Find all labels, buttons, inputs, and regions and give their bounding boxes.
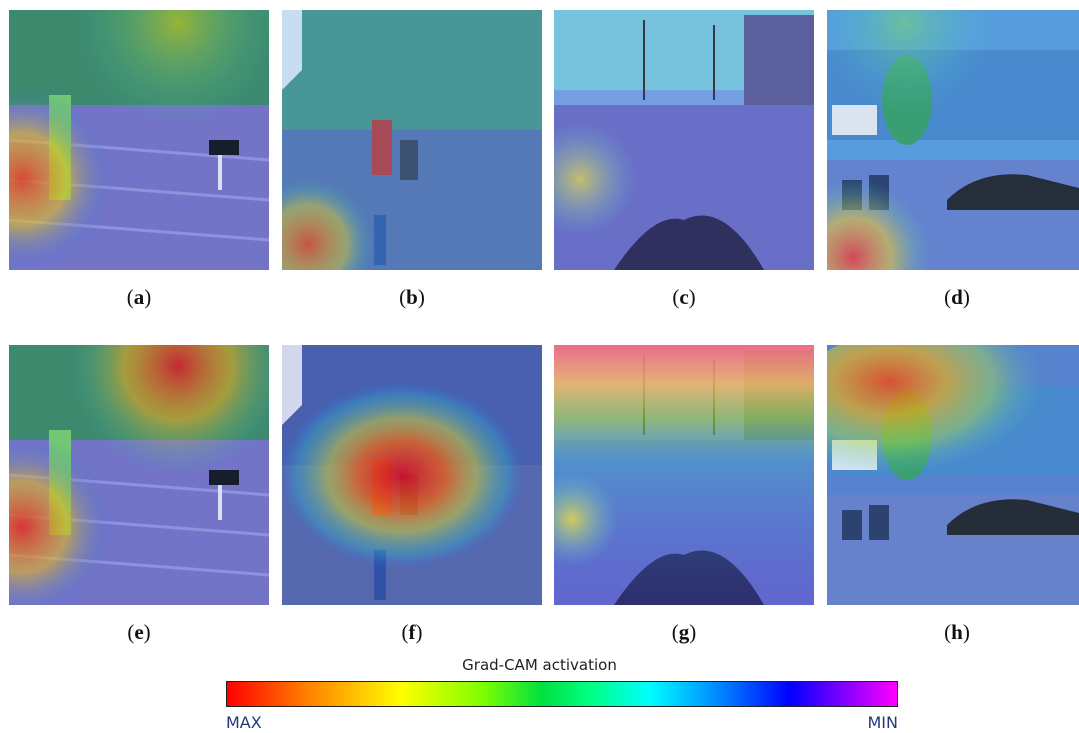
caption-f: (f) [401, 620, 423, 644]
panel-h [827, 345, 1079, 605]
panel-b [282, 10, 542, 270]
colorbar-title: Grad-CAM activation [462, 656, 617, 674]
colorbar-max-label: MAX [226, 713, 262, 732]
colorbar-min-label: MIN [867, 713, 899, 732]
caption-g: (g) [671, 620, 697, 644]
colorbar [226, 681, 898, 707]
caption-e: (e) [127, 620, 151, 644]
caption-b: (b) [399, 285, 425, 309]
caption-d: (d) [944, 285, 970, 309]
caption-h: (h) [944, 620, 970, 644]
panel-e [9, 345, 269, 605]
panel-a [9, 10, 269, 270]
caption-c: (c) [672, 285, 696, 309]
caption-a: (a) [126, 285, 152, 309]
panel-c [554, 10, 814, 270]
panel-g [554, 345, 814, 605]
panel-d [827, 10, 1079, 270]
panel-f [282, 345, 542, 605]
